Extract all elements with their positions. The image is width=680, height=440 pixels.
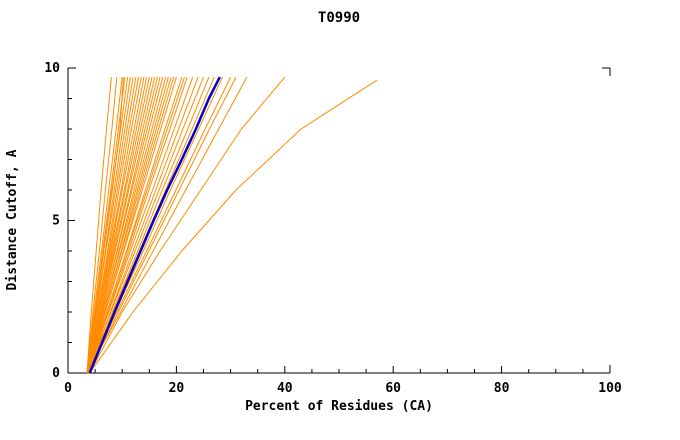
y-tick-label: 10 (44, 61, 60, 76)
x-tick-label: 40 (277, 381, 293, 396)
x-axis-label: Percent of Residues (CA) (245, 399, 433, 414)
series-line-model-13 (86, 76, 150, 374)
series-lines (86, 76, 378, 374)
series-line-model-03 (86, 77, 123, 374)
series-line-model-outlier-2 (89, 79, 378, 374)
x-tick-label: 60 (385, 381, 401, 396)
series-line-model-outlier-1 (89, 76, 286, 374)
tick-labels: 0 20 40 60 80 100 0 5 10 (44, 61, 622, 396)
series-line-model-25 (86, 76, 185, 374)
series-line-model-34 (88, 76, 237, 374)
series-line-model-35 (86, 76, 248, 374)
x-tick-label: 80 (494, 381, 510, 396)
series-line-model-21 (86, 76, 172, 374)
y-axis-label: Distance Cutoff, A (5, 149, 20, 290)
series-line-highlight-model (88, 76, 221, 374)
series-line-model-27 (86, 76, 194, 374)
x-tick-label: 100 (598, 381, 622, 396)
y-tick-label: 5 (52, 214, 60, 229)
series-line-model-19 (86, 76, 167, 374)
x-tick-label: 0 (64, 381, 72, 396)
series-line-model-29 (86, 76, 204, 374)
series-line-model-33 (86, 76, 232, 374)
y-tick-label: 0 (52, 366, 60, 381)
series-line-model-01 (86, 77, 112, 374)
series-line-model-09 (86, 77, 139, 374)
series-line-model-36 (88, 77, 124, 374)
axes (67, 67, 611, 374)
x-tick-label: 20 (169, 381, 185, 396)
chart-title: T0990 (318, 10, 360, 26)
series-line-model-17 (86, 76, 161, 374)
series-line-model-07 (86, 77, 134, 374)
series-line-model-02 (86, 77, 118, 374)
series-line-model-23 (86, 76, 177, 374)
series-line-model-11 (86, 77, 145, 374)
series-line-model-15 (86, 76, 156, 374)
